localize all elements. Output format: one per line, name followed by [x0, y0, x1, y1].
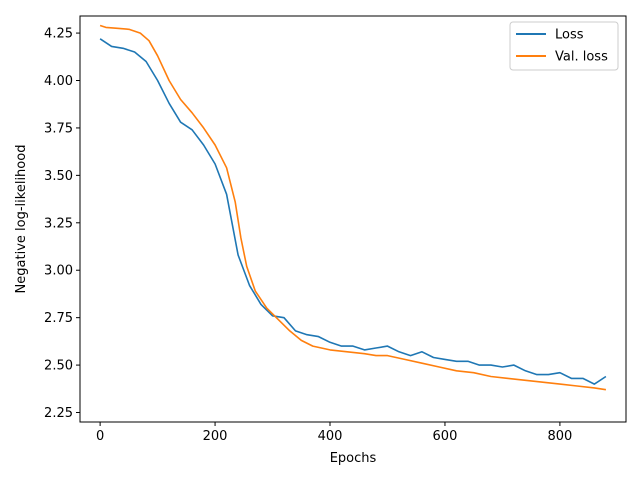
- y-tick-label: 2.25: [44, 406, 73, 421]
- series-line-val-loss: [99, 24, 607, 391]
- x-tick-label: 0: [96, 429, 104, 444]
- y-tick-label: 2.50: [44, 359, 73, 374]
- series-line-loss: [99, 38, 607, 385]
- y-tick-label: 3.75: [44, 121, 73, 136]
- y-tick-label: 3.50: [44, 169, 73, 184]
- y-tick-label: 4.25: [44, 27, 73, 42]
- x-tick-label: 200: [203, 429, 228, 444]
- y-axis-label: Negative log-likelihood: [14, 145, 29, 294]
- legend-label-loss: Loss: [555, 28, 584, 43]
- x-tick-label: 800: [547, 429, 572, 444]
- plot-frame: [79, 15, 627, 423]
- x-tick-label: 600: [433, 429, 458, 444]
- x-axis-label: Epochs: [330, 451, 377, 466]
- plot-lines: [99, 24, 607, 391]
- y-tick-label: 4.00: [44, 74, 73, 89]
- y-tick-label: 3.00: [44, 264, 73, 279]
- y-tick-label: 3.25: [44, 216, 73, 231]
- legend-label-val-loss: Val. loss: [555, 50, 608, 65]
- legend: Loss Val. loss: [509, 21, 619, 71]
- x-axis-ticks: 0 200 400 600 800: [96, 422, 572, 444]
- y-axis-ticks: 2.25 2.50 2.75 3.00 3.25 3.50 3.75 4.00 4.25: [44, 27, 80, 421]
- x-tick-label: 400: [318, 429, 343, 444]
- y-tick-label: 2.75: [44, 311, 73, 326]
